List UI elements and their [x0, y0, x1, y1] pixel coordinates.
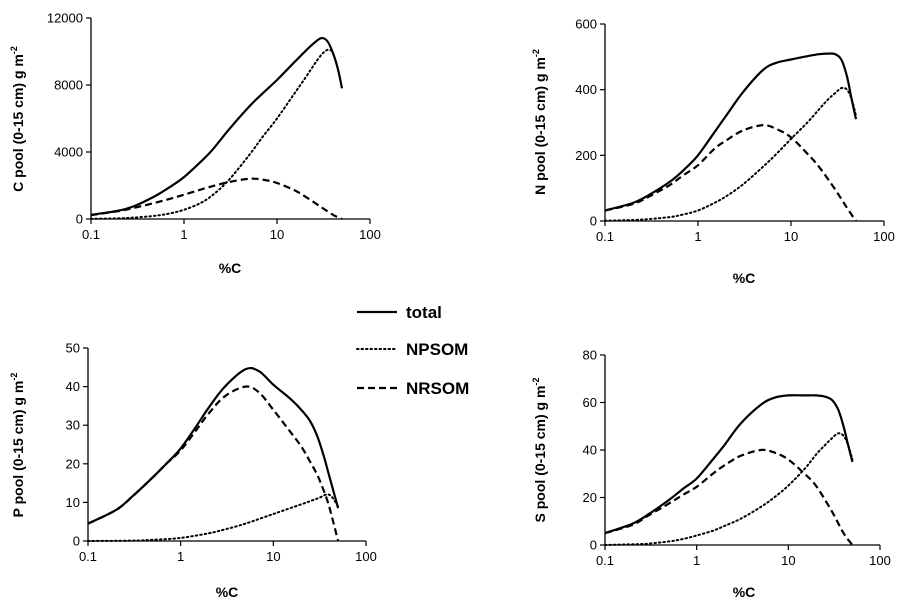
- y-axis-title-sup: -2: [531, 49, 541, 57]
- y-tick-label: 20: [583, 490, 597, 505]
- y-tick-label: 0: [73, 534, 80, 549]
- y-tick-label: 400: [575, 82, 597, 97]
- y-tick-label: 600: [575, 17, 597, 32]
- y-tick-label: 40: [583, 443, 597, 458]
- y-axis-title: P pool (0-15 cm) g m-2: [9, 373, 26, 518]
- y-axis-title-main: P pool (0-15 cm) g m: [10, 381, 26, 518]
- y-tick-label: 10: [66, 495, 80, 510]
- panel-n-pool-ticks: 0 200 400 600 0.1 1 10 100: [575, 17, 895, 245]
- y-tick-label: 200: [575, 148, 597, 163]
- x-tick-label: 1: [694, 229, 701, 244]
- y-tick-label: 0: [590, 538, 597, 553]
- series-line-total: [90, 36, 344, 216]
- series-line-total: [604, 52, 858, 212]
- y-axis-title-sup: -2: [9, 373, 19, 381]
- x-tick-label: 1: [180, 227, 187, 242]
- series-line-total: [604, 394, 854, 535]
- y-tick-label: 30: [66, 418, 80, 433]
- series-line-total: [87, 366, 340, 525]
- panel-c-pool: 0 4000 8000 12000 0.1 1 10 100 %C C pool (0-15 …: [9, 11, 381, 277]
- series-line-nrsom: [90, 177, 343, 221]
- y-tick-label: 4000: [54, 145, 83, 160]
- y-tick-label: 0: [590, 214, 597, 229]
- y-tick-label: 60: [583, 395, 597, 410]
- y-axis-title-sup: -2: [531, 378, 541, 386]
- x-tick-label: 10: [270, 227, 284, 242]
- series-line-nrsom: [87, 385, 340, 542]
- x-tick-label: 10: [784, 229, 798, 244]
- x-tick-label: 100: [359, 227, 381, 242]
- panel-s-pool-lines: [604, 394, 854, 546]
- x-tick-label: 0.1: [596, 229, 614, 244]
- series-line-npsom: [90, 48, 334, 220]
- panel-c-pool-lines: [90, 36, 344, 221]
- legend: total NPSOM NRSOM: [356, 303, 469, 398]
- panel-s-pool-ticks: 0 20 40 60 80 0.1 1 10 100: [583, 348, 891, 569]
- y-tick-label: 40: [66, 379, 80, 394]
- y-tick-label: 0: [76, 212, 83, 227]
- series-line-nrsom: [604, 123, 857, 222]
- y-tick-label: 50: [66, 341, 80, 356]
- x-axis-title: %C: [219, 260, 242, 276]
- x-tick-label: 100: [355, 549, 377, 564]
- y-tick-label: 20: [66, 456, 80, 471]
- panel-p-pool-lines: [87, 366, 340, 542]
- x-tick-label: 1: [177, 549, 184, 564]
- y-axis-title-main: N pool (0-15 cm) g m: [532, 57, 548, 195]
- x-tick-label: 0.1: [596, 553, 614, 568]
- x-tick-label: 1: [693, 553, 700, 568]
- x-tick-label: 0.1: [79, 549, 97, 564]
- x-tick-label: 10: [781, 553, 795, 568]
- series-line-npsom: [87, 493, 340, 542]
- y-axis-title-main: S pool (0-15 cm) g m: [532, 386, 548, 523]
- y-axis-title-main: C pool (0-15 cm) g m: [10, 54, 26, 192]
- legend-label-total: total: [406, 303, 442, 322]
- legend-label-nrsom: NRSOM: [406, 379, 469, 398]
- panel-s-pool: 0 20 40 60 80 0.1 1 10 100 %C S pool (0-15 cm) g…: [531, 348, 891, 601]
- legend-label-npsom: NPSOM: [406, 340, 468, 359]
- panel-p-pool-ticks: 0 10 20 30 40 50 0.1 1 10 100: [66, 341, 377, 565]
- panel-p-pool: 0 10 20 30 40 50 0.1 1 10 100 %C P pool (0-15 cm)…: [9, 341, 377, 601]
- y-axis-title: N pool (0-15 cm) g m-2: [531, 49, 548, 195]
- y-tick-label: 80: [583, 348, 597, 363]
- panel-n-pool: 0 200 400 600 0.1 1 10 100 %C N pool (0-15 cm) …: [531, 17, 895, 287]
- y-axis-title: S pool (0-15 cm) g m-2: [531, 378, 548, 523]
- x-axis-title: %C: [733, 584, 756, 600]
- x-axis-title: %C: [216, 584, 239, 600]
- x-tick-label: 10: [266, 549, 280, 564]
- y-tick-label: 12000: [47, 11, 83, 26]
- panel-c-pool-ticks: 0 4000 8000 12000 0.1 1 10 100: [47, 11, 381, 243]
- x-tick-label: 100: [873, 229, 895, 244]
- x-tick-label: 0.1: [82, 227, 100, 242]
- x-tick-label: 100: [869, 553, 891, 568]
- x-axis-title: %C: [733, 270, 756, 286]
- series-line-nrsom: [604, 448, 854, 546]
- panel-n-pool-lines: [604, 52, 858, 222]
- series-line-npsom: [604, 432, 854, 546]
- series-line-npsom: [604, 86, 857, 222]
- y-axis-title-sup: -2: [9, 46, 19, 54]
- y-tick-label: 8000: [54, 78, 83, 93]
- y-axis-title: C pool (0-15 cm) g m-2: [9, 46, 26, 192]
